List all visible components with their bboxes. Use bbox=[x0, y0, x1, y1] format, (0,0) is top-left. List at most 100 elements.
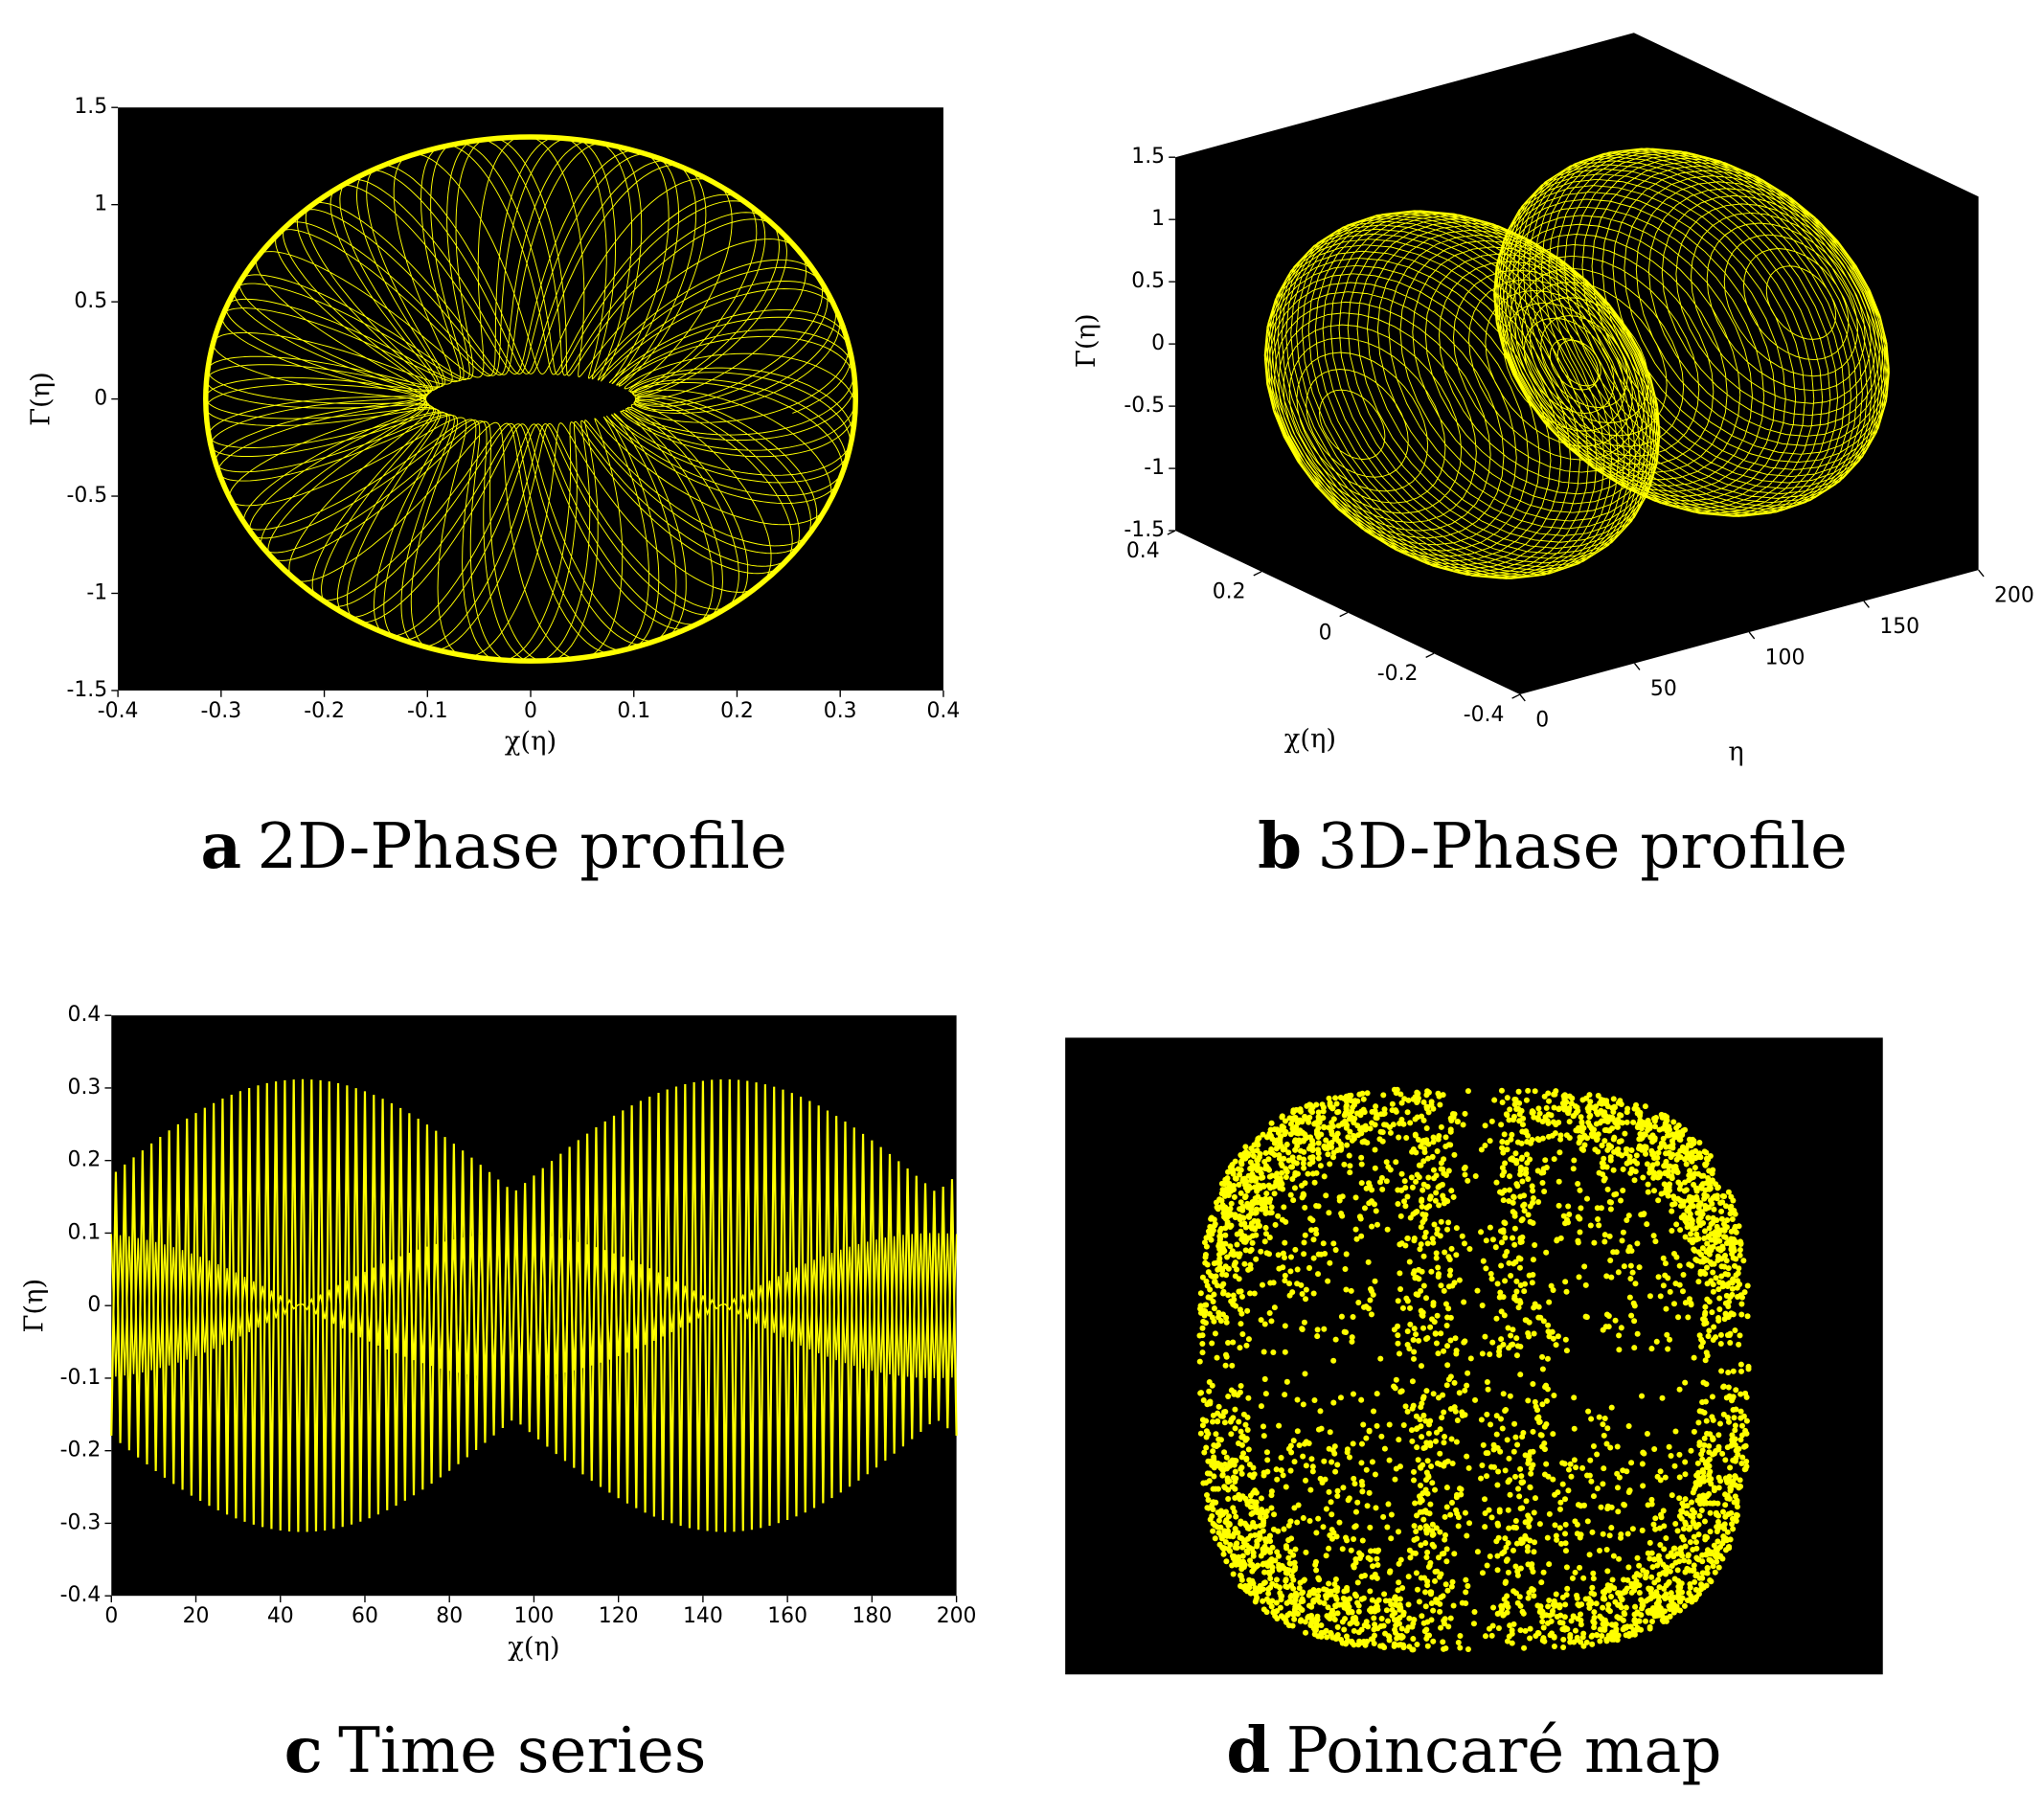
point bbox=[1228, 1200, 1235, 1207]
point bbox=[1401, 1198, 1408, 1205]
point bbox=[1444, 1226, 1451, 1233]
point bbox=[1206, 1231, 1213, 1237]
point bbox=[1398, 1388, 1405, 1395]
point bbox=[1488, 1632, 1495, 1639]
point bbox=[1730, 1276, 1737, 1282]
point bbox=[1708, 1558, 1715, 1565]
point bbox=[1268, 1145, 1275, 1153]
point bbox=[1504, 1437, 1510, 1443]
point bbox=[1207, 1516, 1214, 1523]
point bbox=[1508, 1272, 1514, 1280]
point bbox=[1397, 1596, 1403, 1602]
point bbox=[1300, 1453, 1306, 1460]
point bbox=[1309, 1463, 1316, 1470]
x-tick-label: 0 bbox=[524, 699, 537, 723]
point bbox=[1427, 1324, 1434, 1330]
point bbox=[1417, 1525, 1423, 1531]
point bbox=[1541, 1189, 1548, 1195]
point bbox=[1644, 1161, 1650, 1168]
point bbox=[1277, 1604, 1283, 1611]
point bbox=[1570, 1113, 1577, 1120]
point bbox=[1241, 1520, 1248, 1527]
point bbox=[1297, 1108, 1304, 1115]
point bbox=[1407, 1214, 1414, 1221]
point bbox=[1570, 1614, 1577, 1621]
point bbox=[1723, 1292, 1730, 1299]
point bbox=[1225, 1486, 1232, 1493]
point bbox=[1538, 1579, 1545, 1586]
point bbox=[1604, 1568, 1611, 1575]
point bbox=[1677, 1181, 1684, 1188]
point bbox=[1427, 1589, 1434, 1596]
point bbox=[1397, 1091, 1404, 1098]
point bbox=[1569, 1095, 1576, 1101]
point bbox=[1416, 1162, 1422, 1168]
point bbox=[1270, 1184, 1277, 1190]
point bbox=[1651, 1445, 1658, 1452]
point bbox=[1374, 1555, 1380, 1562]
point bbox=[1323, 1587, 1329, 1594]
point bbox=[1433, 1340, 1440, 1347]
point bbox=[1714, 1529, 1720, 1535]
point bbox=[1511, 1101, 1518, 1108]
point bbox=[1238, 1572, 1244, 1578]
point bbox=[1506, 1525, 1512, 1531]
point bbox=[1717, 1199, 1724, 1206]
point bbox=[1302, 1180, 1308, 1187]
point bbox=[1683, 1161, 1690, 1168]
point bbox=[1255, 1218, 1261, 1225]
point bbox=[1574, 1592, 1580, 1599]
point bbox=[1199, 1332, 1206, 1339]
point bbox=[1421, 1145, 1428, 1152]
z-tick-label: 0.5 bbox=[1131, 269, 1165, 293]
point bbox=[1546, 1333, 1553, 1340]
point bbox=[1222, 1408, 1229, 1416]
point bbox=[1303, 1296, 1309, 1303]
point bbox=[1577, 1215, 1583, 1222]
point bbox=[1682, 1234, 1689, 1240]
point bbox=[1623, 1145, 1629, 1152]
point bbox=[1660, 1561, 1667, 1568]
point bbox=[1278, 1613, 1285, 1620]
point bbox=[1247, 1248, 1254, 1255]
point bbox=[1429, 1316, 1436, 1323]
point bbox=[1738, 1461, 1745, 1467]
point bbox=[1275, 1528, 1282, 1534]
y-tick bbox=[1863, 601, 1870, 608]
point bbox=[1294, 1266, 1301, 1273]
point bbox=[1626, 1244, 1633, 1251]
point bbox=[1696, 1222, 1703, 1229]
point bbox=[1391, 1643, 1397, 1649]
point bbox=[1499, 1171, 1506, 1178]
point bbox=[1619, 1120, 1625, 1126]
point bbox=[1419, 1497, 1425, 1504]
point bbox=[1238, 1321, 1244, 1327]
point bbox=[1718, 1208, 1725, 1214]
point bbox=[1276, 1561, 1283, 1568]
point bbox=[1423, 1295, 1430, 1302]
point bbox=[1432, 1577, 1439, 1584]
point bbox=[1252, 1226, 1259, 1233]
point bbox=[1274, 1126, 1281, 1133]
point bbox=[1230, 1339, 1237, 1346]
point bbox=[1685, 1553, 1692, 1559]
point bbox=[1465, 1464, 1472, 1471]
point bbox=[1479, 1462, 1486, 1468]
point bbox=[1693, 1231, 1700, 1237]
point bbox=[1233, 1513, 1239, 1520]
point bbox=[1640, 1174, 1647, 1181]
point bbox=[1682, 1569, 1689, 1576]
point bbox=[1408, 1427, 1415, 1434]
point bbox=[1511, 1420, 1518, 1427]
point bbox=[1515, 1485, 1522, 1492]
point bbox=[1691, 1246, 1697, 1253]
point bbox=[1350, 1391, 1356, 1397]
point bbox=[1352, 1556, 1359, 1563]
plot-area bbox=[1065, 1037, 1883, 1675]
point bbox=[1205, 1497, 1212, 1504]
point bbox=[1576, 1602, 1582, 1609]
point bbox=[1231, 1508, 1238, 1515]
point bbox=[1642, 1103, 1648, 1110]
point bbox=[1730, 1368, 1737, 1374]
point bbox=[1682, 1217, 1689, 1224]
